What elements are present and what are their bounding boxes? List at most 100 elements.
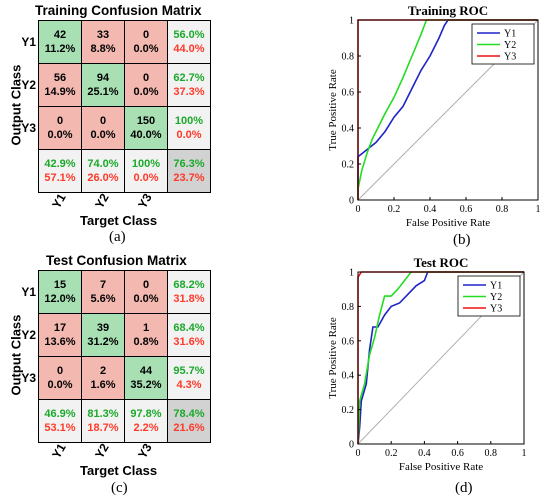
cell-value: 0.0% — [133, 86, 159, 98]
cell-value: 68.2% — [173, 279, 205, 291]
caption-b: (b) — [453, 232, 471, 248]
cell-value: 78.4% — [173, 408, 205, 420]
x-tick-label: 0.4 — [424, 204, 437, 215]
y-tick-label: 0.4 — [342, 371, 355, 382]
cell-value: 0.0% — [47, 379, 73, 391]
legend-label: Y1 — [504, 29, 516, 40]
x-tick-label: 0.2 — [385, 448, 398, 459]
row-label: Y3 — [21, 121, 36, 135]
cell-value: 40.0% — [130, 129, 162, 141]
cell-value: 31.2% — [87, 336, 119, 348]
cell-value: 5.6% — [90, 293, 116, 305]
cell-value: 44 — [139, 365, 153, 377]
cell-value: 1 — [142, 322, 150, 334]
caption-c: (c) — [111, 480, 128, 496]
cell-value: 42.9% — [44, 158, 76, 170]
cell-value: 57.1% — [44, 172, 76, 184]
y-tick-label: 0.2 — [342, 405, 355, 416]
cell-value: 56.0% — [173, 29, 205, 41]
cm-xlabel: Target Class — [80, 463, 158, 478]
y-tick-label: 0 — [349, 196, 354, 207]
cm-cell: 33 8.8% — [82, 21, 124, 63]
cell-value: 4.3% — [176, 379, 202, 391]
cm-cell: 0 0.0% — [125, 64, 167, 106]
cm-cell: 39 31.2% — [82, 314, 124, 356]
cell-value: 37.3% — [173, 86, 205, 98]
col-summary-cell: 42.9% 57.1% — [39, 150, 81, 192]
cell-value: 21.6% — [173, 422, 205, 434]
cell-value: 0 — [56, 365, 64, 377]
caption-d: (d) — [455, 480, 473, 496]
cell-value: 0 — [142, 29, 150, 41]
row-label: Y3 — [21, 371, 36, 385]
caption-a: (a) — [109, 229, 126, 245]
row-summary-cell: 100% 0.0% — [168, 107, 210, 149]
x-tick-label: 1 — [522, 448, 527, 459]
cell-value: 42 — [53, 29, 67, 41]
overall-accuracy-cell: 76.3% 23.7% — [168, 150, 210, 192]
cell-value: 100% — [131, 158, 161, 170]
cell-value: 0.0% — [90, 129, 116, 141]
cell-value: 17 — [53, 322, 67, 334]
cell-value: 150 — [136, 115, 156, 127]
cell-value: 7 — [99, 279, 107, 291]
y-tick-label: 0.8 — [342, 52, 355, 63]
cm-grid: 15 12.0% 7 5.6% 0 0.0% 68.2% 31.8% 17 13.6% 39 31.2… — [38, 270, 211, 443]
legend-label: Y3 — [490, 304, 502, 315]
roc-line-y2 — [357, 271, 524, 445]
cell-value: 15 — [53, 279, 67, 291]
row-summary-cell: 56.0% 44.0% — [168, 21, 210, 63]
cm-cell: 0 0.0% — [39, 107, 81, 149]
plot-frame — [357, 271, 525, 445]
cell-value: 0 — [142, 279, 150, 291]
cell-value: 14.9% — [44, 86, 76, 98]
cell-value: 23.7% — [173, 172, 205, 184]
cm-cell: 2 1.6% — [82, 357, 124, 399]
y-axis-label: True Positive Rate — [327, 69, 339, 151]
cell-value: 100% — [174, 115, 204, 127]
cell-value: 94 — [96, 72, 110, 84]
cm-cell: 0 0.0% — [39, 357, 81, 399]
cell-value: 2.2% — [133, 422, 159, 434]
legend-label: Y3 — [504, 52, 516, 63]
y-tick-label: 0.6 — [342, 88, 355, 99]
y-tick-label: 0 — [349, 440, 354, 451]
cell-value: 56 — [53, 72, 67, 84]
cell-value: 81.3% — [87, 408, 119, 420]
cell-value: 0.0% — [47, 129, 73, 141]
x-tick-label: 0.2 — [388, 204, 401, 215]
cell-value: 0.0% — [133, 293, 159, 305]
x-tick-label: 0.4 — [418, 448, 431, 459]
cell-value: 0 — [99, 115, 107, 127]
row-summary-cell: 62.7% 37.3% — [168, 64, 210, 106]
cell-value: 8.8% — [90, 43, 116, 55]
cell-value: 13.6% — [44, 336, 76, 348]
cell-value: 97.8% — [130, 408, 162, 420]
roc-line-y2 — [357, 19, 538, 200]
cell-value: 2 — [99, 365, 107, 377]
cm-cell: 94 25.1% — [82, 64, 124, 106]
test-roc-chart: Test ROC 00 0.2 0.2 0.4 0.4 0.6 0.6 0.8 0.8 1 1 Fals… — [327, 255, 527, 473]
x-axis-label: False Positive Rate — [399, 461, 483, 473]
cell-value: 31.6% — [173, 336, 205, 348]
row-summary-cell: 95.7% 4.3% — [168, 357, 210, 399]
training-confusion-matrix: Training Confusion Matrix Output Class Y… — [0, 0, 215, 245]
cell-value: 44.0% — [173, 43, 205, 55]
test-confusion-matrix: Test Confusion Matrix Output Class Y1 Y2… — [0, 250, 215, 495]
x-tick-label: 0 — [356, 204, 361, 215]
cell-value: 0.0% — [133, 172, 159, 184]
cm-cell: 17 13.6% — [39, 314, 81, 356]
cell-value: 62.7% — [173, 72, 205, 84]
y-tick-label: 0.4 — [342, 124, 355, 135]
x-tick-label: 1 — [536, 204, 541, 215]
x-tick-label: 0 — [356, 448, 361, 459]
cell-value: 39 — [96, 322, 110, 334]
col-summary-cell: 81.3% 18.7% — [82, 400, 124, 442]
cm-grid: 42 11.2% 33 8.8% 0 0.0% 56.0% 44.0% 56 14.9% 94 25.… — [38, 20, 211, 193]
cm-cell: 15 12.0% — [39, 271, 81, 313]
x-tick-label: 0.8 — [496, 204, 509, 215]
cell-value: 12.0% — [44, 293, 76, 305]
legend-label: Y2 — [490, 292, 502, 303]
overall-accuracy-cell: 78.4% 21.6% — [168, 400, 210, 442]
row-label: Y1 — [21, 35, 36, 49]
